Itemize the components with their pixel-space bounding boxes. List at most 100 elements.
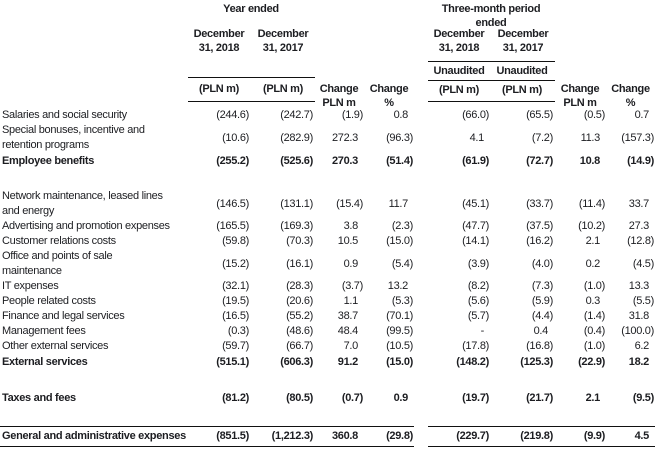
value-cell: (1.0) [583,280,605,292]
value-cell: (1.0) [583,340,605,352]
row-spacer [0,371,655,390]
value-cell: (525.6) [280,155,313,167]
value-cell: (19.7) [462,392,489,404]
three-month-unaudited-2017: Unaudited [496,65,548,77]
group-gap [414,390,428,407]
value-cell: (48.6) [286,325,313,337]
value-cell: 6.2 [634,340,650,352]
value-cell: (0.5) [583,109,605,121]
value-cell: (10.5) [386,340,413,352]
value-cell: (5.7) [467,310,489,322]
value-cell: (45.1) [462,197,489,210]
value-cell: (8.2) [467,280,489,292]
table-row: External services (515.1) (606.3) 91.2 (15.0… [0,354,655,371]
value-cell: (12.8) [627,235,654,247]
row-label: General and administrative expenses [0,426,188,447]
value-cell: (244.6) [216,109,249,121]
table-row: Advertising and promotion expenses (165.5… [0,219,655,234]
year-ended-group-title: Year ended [223,3,279,15]
three-month-rule-bottom [428,101,555,102]
row-label: Customer relations costs [2,235,116,247]
value-cell: (15.4) [336,197,363,210]
group-gap [414,294,428,309]
value-cell: (9.5) [632,392,654,404]
value-cell: (15.0) [386,356,413,368]
table-row: Finance and legal services (16.5) (55.2) 38… [0,309,655,324]
table-row: Special bonuses, incentive and retention… [0,123,655,153]
value-cell: 270.3 [331,155,358,167]
group-gap [414,279,428,294]
row-label: People related costs [2,295,96,307]
value-cell: (148.2) [456,356,489,368]
value-cell: 48.4 [337,325,359,337]
value-cell: 7.0 [343,340,359,352]
table-row: Taxes and fees (81.2) (80.5) (0.7) 0.9 (19.7)… [0,390,655,407]
value-cell: (65.5) [526,109,553,121]
row-label: Office and points of sale maintenance [2,250,113,277]
table-row: People related costs (19.5) (20.6) 1.1 (5.3)… [0,294,655,309]
row-label: Network maintenance, leased lines and en… [2,190,163,217]
value-cell: (3.9) [467,257,489,270]
value-cell: 0.4 [533,325,549,337]
value-cell: (0.3) [227,325,249,337]
value-cell: (219.8) [490,426,554,447]
value-cell: (4.5) [632,257,654,270]
table-row: Salaries and social security (244.6) (242.… [0,108,655,123]
value-cell: (14.1) [462,235,489,247]
value-cell: (22.9) [578,356,605,368]
three-month-group-title: Three-month period ended [441,3,541,29]
value-cell: (3.7) [341,280,363,292]
row-label: Special bonuses, incentive and retention… [2,124,145,151]
value-cell: (851.5) [188,426,250,447]
three-month-unit-2018: (PLN m) [438,84,480,96]
value-cell: (0.7) [341,392,363,404]
table-row: Office and points of sale maintenance (15… [0,249,655,279]
value-cell: (5.3) [391,295,413,307]
three-month-rule-top [428,61,555,62]
value-cell: 0.3 [585,295,601,307]
year-ended-rule-top [188,77,315,78]
value-cell: 18.2 [628,356,650,368]
value-cell: 0.7 [634,109,650,121]
year-ended-change-pct-header: Change % [369,83,409,109]
value-cell: (282.9) [280,131,313,144]
value-cell: 3.8 [343,220,359,232]
value-cell: 2.1 [585,235,601,247]
value-cell: 0.9 [393,392,409,404]
value-cell: (51.4) [386,155,413,167]
value-cell: (70.1) [386,310,413,322]
value-cell: (1.9) [341,109,363,121]
value-cell: (125.3) [520,356,553,368]
value-cell: (7.3) [531,280,553,292]
table-row: IT expenses (32.1) (28.3) (3.7) 13.2 (8.2) (7.… [0,279,655,294]
value-cell: 27.3 [628,220,650,232]
value-cell: (66.7) [286,340,313,352]
value-cell: (10.2) [578,220,605,232]
three-month-change-plnm-header: Change PLN m [560,83,600,109]
value-cell: (32.1) [222,280,249,292]
row-spacer [0,170,655,189]
value-cell: (33.7) [526,197,553,210]
value-cell: 4.5 [606,426,655,447]
value-cell: (5.4) [391,257,413,270]
year-ended-change-plnm-header: Change PLN m [319,83,359,109]
three-month-rule-mid [428,80,555,81]
value-cell: (28.3) [286,280,313,292]
year-ended-col-2018: December 31, 2018 [193,28,245,54]
value-cell: (606.3) [280,356,313,368]
value-cell: 272.3 [331,131,358,144]
value-cell: (255.2) [216,155,249,167]
value-cell: (16.5) [222,310,249,322]
value-cell: (29.8) [364,426,414,447]
year-ended-unit-2018: (PLN m) [198,83,240,95]
value-cell: (96.3) [386,131,413,144]
value-cell: 13.2 [387,280,409,292]
three-month-change-pct-header: Change % [611,83,650,109]
group-gap [414,426,428,447]
row-label: Employee benefits [2,155,95,167]
value-cell: (2.3) [391,220,413,232]
group-gap [414,219,428,234]
table-row: Management fees (0.3) (48.6) 48.4 (99.5) - 0.4… [0,324,655,339]
table-row: Network maintenance, leased lines and en… [0,189,655,219]
value-cell: (11.4) [578,197,605,210]
